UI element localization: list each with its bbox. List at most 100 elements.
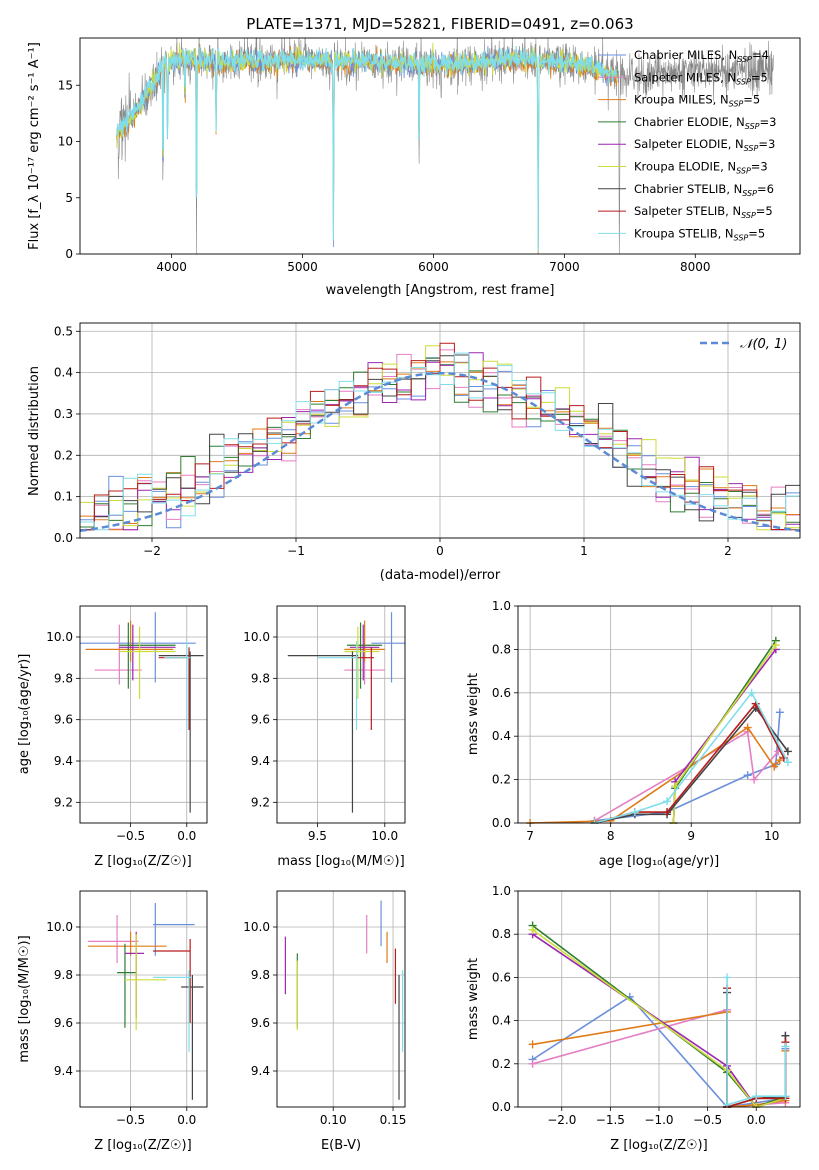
y-tick-label: 0.6 <box>492 686 511 700</box>
x-tick-label: 9.5 <box>308 829 327 843</box>
legend-value: =5 <box>743 93 760 107</box>
y-tick-label: 10.0 <box>243 920 270 934</box>
age-vs-mass-xlabel: mass [log₁₀(M/M☉)] <box>277 854 404 869</box>
age-vs-mass-panel: 9.5 10.0 9.2 9.4 9.6 9.8 10.0 mass [log₁₀(M/M☉… <box>243 605 406 869</box>
x-tick-label: 1 <box>580 544 588 558</box>
age-vs-mass-frame <box>276 605 406 824</box>
mass-vs-ebv-frame <box>276 890 406 1108</box>
spectrum-ylabel: Flux [f_λ 10⁻¹⁷ erg cm⁻² s⁻¹ A⁻¹] <box>27 42 42 250</box>
series-marker-KroupaMILES <box>770 762 779 771</box>
spectrum-plot <box>116 38 775 254</box>
weight-vs-z-ticks: −2.0 −1.5 −1.0 −0.5 0.0 0.0 0.2 0.4 0.6 0.8 1.0 <box>492 884 766 1127</box>
legend-label: Kroupa STELIB, NSSP=5 <box>634 226 765 242</box>
x-tick-label: 10 <box>764 829 779 843</box>
x-tick-label: 10.0 <box>371 829 398 843</box>
legend-label: Chabrier STELIB, NSSP=6 <box>634 182 774 198</box>
x-tick-label: 0.0 <box>747 1113 766 1127</box>
y-tick-label: 0.4 <box>54 366 73 380</box>
spectrum-model-KroupaSTELIB <box>116 45 618 252</box>
series-marker-KroupaSTELIB <box>663 797 672 806</box>
series-marker-SalpeterMILES <box>528 1059 537 1068</box>
x-tick-label: 0.0 <box>177 1113 196 1127</box>
y-tick-label: 0.8 <box>492 642 511 656</box>
x-tick-label: −2 <box>143 544 161 558</box>
y-tick-label: 10.0 <box>46 920 73 934</box>
series-line-KroupaELODIE <box>532 929 786 1108</box>
y-tick-label: 0.6 <box>492 970 511 984</box>
age-vs-mass-ticks: 9.5 10.0 9.2 9.4 9.6 9.8 10.0 <box>243 630 398 843</box>
x-tick-label: −1.5 <box>596 1113 625 1127</box>
legend-label: Kroupa ELODIE, NSSP=3 <box>634 160 768 176</box>
series-marker-SalpeterMILES <box>750 775 759 784</box>
y-tick-label: 0.4 <box>492 1014 511 1028</box>
histogram-KroupaSTELIB <box>80 352 800 531</box>
age-vs-z-plot <box>80 612 204 813</box>
y-tick-label: 0 <box>65 247 73 261</box>
weight-vs-z-grid <box>518 890 800 1108</box>
y-tick-label: 0.0 <box>492 1100 511 1114</box>
legend-label: Chabrier ELODIE, NSSP=3 <box>634 115 776 131</box>
series-marker-KroupaELODIE <box>771 641 780 650</box>
y-tick-label: 0.2 <box>492 1057 511 1071</box>
y-tick-label: 0.5 <box>54 324 73 338</box>
y-tick-label: 9.8 <box>251 671 270 685</box>
x-tick-label: 4000 <box>156 260 187 274</box>
weight-vs-age-plot <box>526 636 792 824</box>
legend-value: =5 <box>751 70 768 84</box>
spectrum-panel: 4000 5000 6000 7000 8000 0 5 10 15 wavelength [A… <box>27 37 801 298</box>
age-vs-mass-plot <box>287 612 405 813</box>
legend-subscript: SSP <box>729 100 744 109</box>
mass-vs-z-plot <box>87 903 204 1100</box>
legend-label: Salpeter STELIB, NSSP=5 <box>634 204 773 220</box>
y-tick-label: 9.2 <box>54 795 73 809</box>
series-marker-KroupaMILES <box>528 1040 537 1049</box>
y-tick-label: 1.0 <box>492 884 511 898</box>
age-vs-mass-grid <box>277 606 405 823</box>
x-tick-label: −0.5 <box>116 1113 145 1127</box>
x-tick-label: 5000 <box>287 260 318 274</box>
weight-vs-age-xlabel: age [log₁₀(age/yr)] <box>599 854 720 869</box>
weight-vs-z-panel: −2.0 −1.5 −1.0 −0.5 0.0 0.0 0.2 0.4 0.6 0.8 1.0 Z … <box>466 884 801 1153</box>
series-marker-KroupaSTELIB <box>723 1100 732 1108</box>
legend-value: =4 <box>752 48 769 62</box>
y-tick-label: 10 <box>58 135 73 149</box>
legend-subscript: SSP <box>736 167 751 176</box>
y-tick-label: 0.3 <box>54 407 73 421</box>
spectrum-model-ChabrierMILES <box>116 45 618 248</box>
spectrum-frame <box>79 37 801 255</box>
spectrum-ticks: 4000 5000 6000 7000 8000 0 5 10 15 <box>58 78 711 274</box>
x-tick-label: 7 <box>526 829 534 843</box>
y-tick-label: 9.6 <box>251 1016 270 1030</box>
x-tick-label: 0 <box>436 544 444 558</box>
legend-subscript: SSP <box>734 233 749 242</box>
series-marker-KroupaSTELIB <box>781 1042 790 1051</box>
x-tick-label: −0.5 <box>693 1113 722 1127</box>
series-line-KroupaELODIE <box>672 644 777 824</box>
x-tick-label: 2 <box>724 544 732 558</box>
y-tick-label: 0.0 <box>54 531 73 545</box>
weight-vs-z-ylabel: mass weight <box>466 958 481 1040</box>
legend-value: =5 <box>748 226 765 240</box>
y-tick-label: 10.0 <box>243 630 270 644</box>
x-tick-label: 8000 <box>680 260 711 274</box>
residual-ticks: −2 −1 0 1 2 0.0 0.1 0.2 0.3 0.4 0.5 <box>54 324 732 558</box>
mass-vs-ebv-grid <box>277 891 405 1107</box>
legend-subscript: SSP <box>741 211 756 220</box>
y-tick-label: 0.0 <box>492 816 511 830</box>
weight-vs-age-frame <box>517 605 801 824</box>
weight-vs-age-ticks: 7 8 9 10 0.0 0.2 0.4 0.6 0.8 1.0 <box>492 599 780 843</box>
series-marker-ChabrierMILES <box>775 708 784 717</box>
age-vs-z-grid <box>80 606 207 823</box>
series-marker-KroupaELODIE <box>528 925 537 934</box>
weight-vs-age-ylabel: mass weight <box>466 673 481 755</box>
y-tick-label: 0.8 <box>492 927 511 941</box>
spectrum-xlabel: wavelength [Angstrom, rest frame] <box>326 283 555 298</box>
y-tick-label: 9.6 <box>251 713 270 727</box>
series-marker-SalpeterSTELIB <box>663 808 672 817</box>
mass-vs-z-grid <box>80 891 207 1107</box>
residual-panel: −2 −1 0 1 2 0.0 0.1 0.2 0.3 0.4 0.5 (data-model)/e… <box>27 322 801 583</box>
series-line-SalpeterMILES <box>594 730 779 822</box>
y-tick-label: 5 <box>65 191 73 205</box>
legend-value: =3 <box>760 115 777 129</box>
legend-subscript: SSP <box>737 55 752 64</box>
